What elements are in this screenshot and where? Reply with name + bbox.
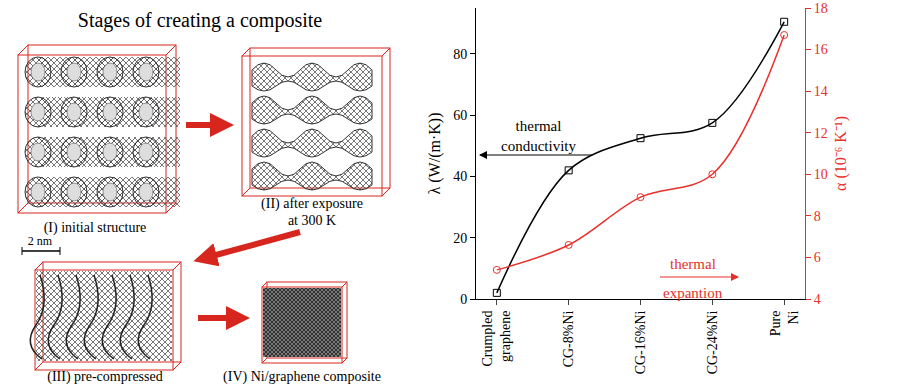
svg-text:8: 8 <box>814 209 821 224</box>
svg-text:14: 14 <box>814 84 828 99</box>
svg-text:40: 40 <box>453 169 467 184</box>
svg-text:6: 6 <box>814 250 821 265</box>
svg-text:18: 18 <box>814 1 828 16</box>
svg-text:20: 20 <box>453 231 467 246</box>
svg-text:expantion: expantion <box>663 285 723 301</box>
svg-text:80: 80 <box>453 47 467 62</box>
svg-text:(III) pre-compressed: (III) pre-compressed <box>47 369 162 385</box>
svg-text:thermalconductivity: thermalconductivity <box>501 118 576 154</box>
svg-text:(II) after exposure: (II) after exposure <box>261 196 363 212</box>
svg-text:at 300 K: at 300 K <box>288 213 336 228</box>
svg-text:10: 10 <box>814 167 828 182</box>
svg-text:Crumpledgraphene: Crumpledgraphene <box>480 311 513 367</box>
svg-text:0: 0 <box>460 292 467 307</box>
svg-text:Stages of creating a composite: Stages of creating a composite <box>78 9 322 32</box>
svg-text:thermal: thermal <box>670 256 716 272</box>
svg-text:CG-16%Ni: CG-16%Ni <box>633 310 648 374</box>
svg-text:4: 4 <box>814 292 821 307</box>
svg-text:λ (W/(m·K)): λ (W/(m·K)) <box>426 113 444 195</box>
svg-text:(IV) Ni/graphene composite: (IV) Ni/graphene composite <box>223 369 381 385</box>
svg-text:(I) initial structure: (I) initial structure <box>44 220 147 236</box>
svg-text:16: 16 <box>814 42 828 57</box>
svg-text:60: 60 <box>453 108 467 123</box>
svg-text:2 nm: 2 nm <box>28 234 53 248</box>
svg-text:CG-24%Ni: CG-24%Ni <box>705 310 720 374</box>
svg-text:CG-8%Ni: CG-8%Ni <box>561 310 576 367</box>
svg-text:12: 12 <box>814 126 828 141</box>
svg-text:PureNi: PureNi <box>768 310 801 336</box>
svg-text:α (10⁻⁶ K⁻¹): α (10⁻⁶ K⁻¹) <box>832 116 850 191</box>
